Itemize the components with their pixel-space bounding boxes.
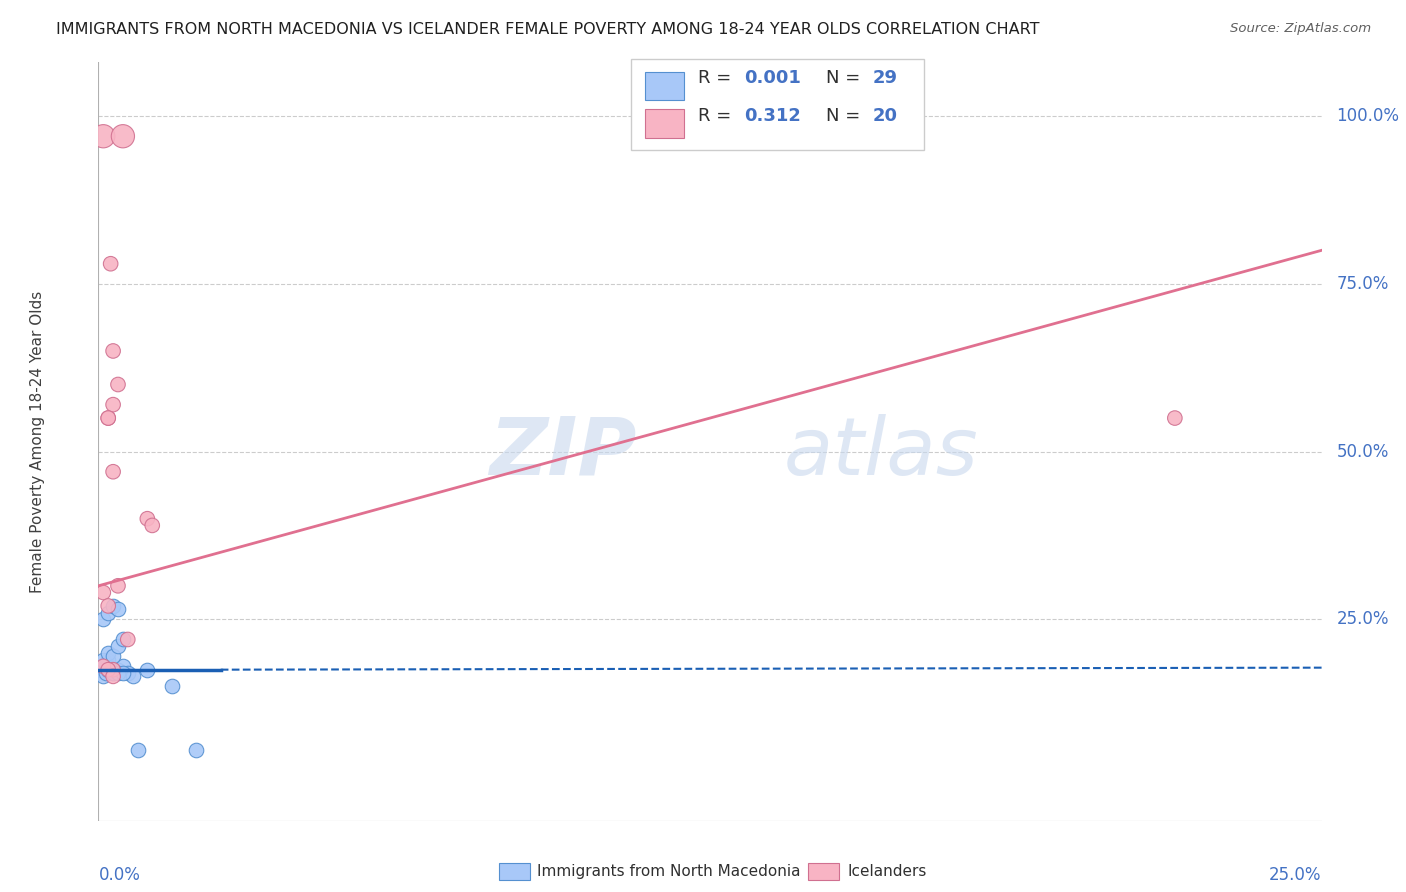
Point: [186, 743, 208, 757]
Text: ZIP: ZIP: [489, 414, 637, 491]
Text: Immigrants from North Macedonia: Immigrants from North Macedonia: [537, 864, 800, 879]
Point: [97, 599, 120, 613]
Point: [97, 652, 120, 666]
Text: IMMIGRANTS FROM NORTH MACEDONIA VS ICELANDER FEMALE POVERTY AMONG 18-24 YEAR OLD: IMMIGRANTS FROM NORTH MACEDONIA VS ICELA…: [56, 22, 1040, 37]
Point: [101, 663, 124, 677]
Point: [91, 659, 114, 673]
Text: Icelanders: Icelanders: [848, 864, 927, 879]
Point: [136, 663, 159, 677]
Point: [91, 612, 114, 626]
Text: 100.0%: 100.0%: [1336, 107, 1399, 125]
Point: [101, 599, 124, 613]
Point: [97, 663, 120, 677]
Text: atlas: atlas: [783, 414, 979, 491]
Point: [94, 666, 117, 681]
Point: [117, 632, 139, 647]
Point: [1164, 411, 1187, 425]
Point: [101, 398, 124, 412]
Point: [91, 585, 114, 599]
Point: [94, 656, 117, 670]
Text: 29: 29: [873, 70, 897, 87]
Point: [90, 663, 112, 677]
Point: [111, 129, 134, 144]
Point: [101, 666, 124, 681]
Point: [101, 343, 124, 358]
FancyBboxPatch shape: [645, 110, 685, 138]
Point: [91, 129, 114, 144]
Text: 75.0%: 75.0%: [1336, 275, 1389, 293]
Text: R =: R =: [697, 70, 737, 87]
Text: 25.0%: 25.0%: [1270, 866, 1322, 884]
Point: [117, 666, 139, 681]
Point: [100, 663, 122, 677]
Text: 25.0%: 25.0%: [1336, 610, 1389, 628]
Text: 20: 20: [873, 107, 897, 125]
Point: [97, 663, 120, 677]
Text: 0.001: 0.001: [744, 70, 801, 87]
Point: [100, 257, 122, 271]
Point: [127, 743, 149, 757]
Point: [107, 666, 129, 681]
Point: [111, 666, 134, 681]
FancyBboxPatch shape: [645, 71, 685, 101]
Point: [121, 669, 143, 683]
Point: [91, 669, 114, 683]
Point: [101, 666, 124, 681]
Text: N =: N =: [827, 70, 866, 87]
Point: [97, 646, 120, 660]
Text: Source: ZipAtlas.com: Source: ZipAtlas.com: [1230, 22, 1371, 36]
Point: [111, 632, 134, 647]
Point: [101, 465, 124, 479]
Point: [107, 602, 129, 616]
Point: [97, 411, 120, 425]
Point: [101, 649, 124, 664]
Point: [101, 669, 124, 683]
Point: [141, 518, 163, 533]
Point: [91, 659, 114, 673]
Point: [97, 411, 120, 425]
Point: [107, 579, 129, 593]
Point: [107, 377, 129, 392]
Point: [136, 512, 159, 526]
FancyBboxPatch shape: [630, 59, 924, 150]
Point: [111, 659, 134, 673]
Text: 50.0%: 50.0%: [1336, 442, 1389, 460]
Text: 0.312: 0.312: [744, 107, 801, 125]
Text: R =: R =: [697, 107, 737, 125]
Point: [91, 652, 114, 666]
Point: [107, 663, 129, 677]
Point: [107, 639, 129, 653]
Text: N =: N =: [827, 107, 866, 125]
Text: 0.0%: 0.0%: [98, 866, 141, 884]
Point: [160, 680, 183, 694]
Point: [97, 606, 120, 620]
Text: Female Poverty Among 18-24 Year Olds: Female Poverty Among 18-24 Year Olds: [30, 291, 45, 592]
